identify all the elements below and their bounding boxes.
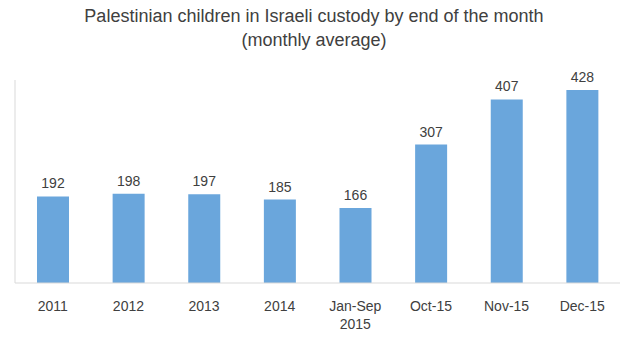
svg-text:2014: 2014 (264, 298, 295, 314)
svg-text:Oct-15: Oct-15 (410, 298, 452, 314)
svg-text:2012: 2012 (113, 298, 144, 314)
svg-text:2013: 2013 (188, 298, 219, 314)
svg-text:307: 307 (419, 124, 443, 140)
svg-text:197: 197 (193, 173, 217, 189)
svg-text:166: 166 (344, 187, 368, 203)
svg-text:428: 428 (571, 69, 595, 85)
svg-text:198: 198 (117, 173, 141, 189)
svg-text:Jan-Sep2015: Jan-Sep2015 (329, 298, 381, 332)
svg-text:Dec-15: Dec-15 (560, 298, 605, 314)
svg-text:2011: 2011 (38, 298, 68, 314)
html-text:(monthly average): (monthly average) (241, 30, 387, 50)
html-text:Palestinian children in Israel: Palestinian children in Israeli custody … (84, 6, 544, 26)
svg-text:407: 407 (495, 78, 519, 94)
svg-text:Nov-15: Nov-15 (484, 298, 529, 314)
svg-text:185: 185 (268, 179, 292, 195)
svg-text:192: 192 (41, 175, 65, 191)
